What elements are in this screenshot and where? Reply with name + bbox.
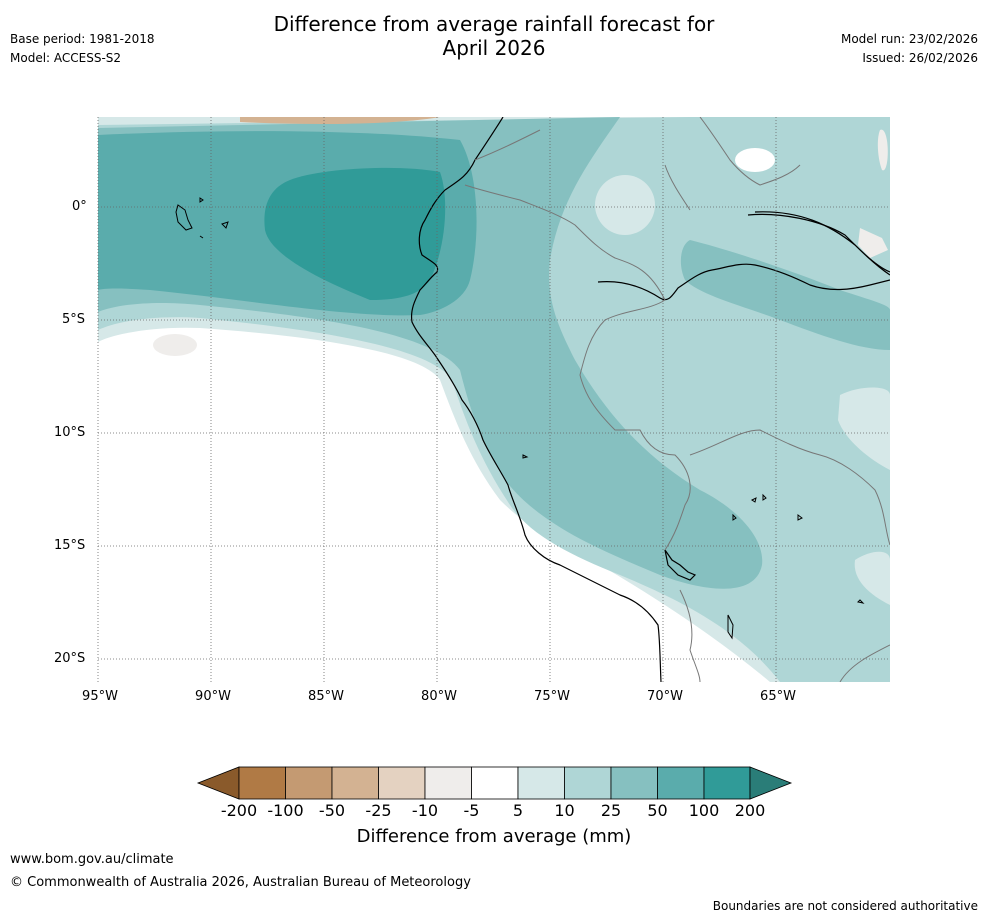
legend-title: Difference from average (mm) — [356, 826, 632, 847]
lon-label-85w: 85°W — [308, 689, 344, 704]
colorbar-bin-11 — [703, 766, 751, 800]
boundaries-disclaimer: Boundaries are not considered authoritat… — [712, 899, 978, 913]
colorbar-bin-8 — [564, 766, 612, 800]
website-link[interactable]: www.bom.gov.au/climate — [10, 852, 174, 867]
neutral-patch-east-2 — [858, 228, 888, 258]
legend-tick: -25 — [365, 801, 392, 820]
lat-label-20s: 20°S — [54, 651, 86, 666]
lon-label-70w: 70°W — [647, 689, 683, 704]
legend-tick: 25 — [600, 801, 622, 820]
lat-label-0: 0° — [72, 199, 87, 214]
lon-label-80w: 80°W — [421, 689, 457, 704]
dry-patch-north — [240, 117, 440, 125]
lon-label-95w: 95°W — [82, 689, 118, 704]
copyright-text: © Commonwealth of Australia 2026, Austra… — [10, 875, 471, 890]
legend-tick: -5 — [463, 801, 480, 820]
white-patch-north — [735, 148, 775, 172]
coastline-west — [410, 117, 662, 682]
band-100-200 — [264, 167, 446, 300]
legend-tick: -200 — [220, 801, 258, 820]
title-line-1: Difference from average rainfall forecas… — [273, 12, 715, 36]
coastline-north-2 — [754, 211, 890, 273]
lat-label-15s: 15°S — [54, 538, 86, 553]
map-title: Difference from average rainfall forecas… — [0, 12, 988, 60]
colorbar-bin-4 — [378, 766, 426, 800]
legend-tick: -50 — [318, 801, 346, 820]
neutral-patch-east — [877, 129, 888, 171]
light-patch-center — [595, 175, 655, 235]
lake-titicaca — [664, 549, 697, 581]
small-lakes — [522, 454, 865, 640]
lat-label-10s: 10°S — [54, 425, 86, 440]
colorbar — [196, 766, 793, 800]
galapagos-islands — [175, 197, 229, 239]
colorbar-bin-10 — [657, 766, 705, 800]
lon-label-90w: 90°W — [195, 689, 231, 704]
legend-tick: 10 — [554, 801, 575, 820]
colorbar-bin-5 — [424, 766, 472, 800]
map-area — [98, 117, 890, 682]
colorbar-extend-low — [196, 766, 240, 800]
model-run-date: Model run: 23/02/2026 — [840, 32, 978, 46]
graticule — [97, 117, 890, 682]
lat-label-5s: 5°S — [62, 312, 86, 327]
title-line-2: April 2026 — [442, 36, 546, 60]
colorbar-bin-2 — [285, 766, 333, 800]
model-name: Model: ACCESS-S2 — [10, 51, 122, 65]
legend-tick: 100 — [688, 801, 720, 820]
neutral-patch-galapagos-south — [153, 334, 197, 356]
colorbar-bin-3 — [331, 766, 379, 800]
colorbar-bin-7 — [517, 766, 565, 800]
legend-tick: 200 — [734, 801, 766, 820]
light-patch-southeast — [838, 387, 890, 470]
colorbar-bin-1 — [238, 766, 286, 800]
colorbar-bin-6 — [471, 766, 519, 800]
lon-label-75w: 75°W — [534, 689, 570, 704]
legend-tick: 5 — [512, 801, 524, 820]
band-25-50-east — [680, 240, 890, 350]
legend-tick: -100 — [267, 801, 304, 820]
base-period: Base period: 1981-2018 — [10, 32, 155, 46]
issued-date: Issued: 26/02/2026 — [862, 51, 978, 65]
light-patch-south — [854, 551, 890, 605]
lon-label-65w: 65°W — [760, 689, 796, 704]
legend-tick: 50 — [647, 801, 668, 820]
legend-tick: -10 — [411, 801, 439, 820]
amazon-river — [597, 263, 890, 301]
colorbar-bin-9 — [610, 766, 658, 800]
colorbar-extend-high — [749, 766, 793, 800]
